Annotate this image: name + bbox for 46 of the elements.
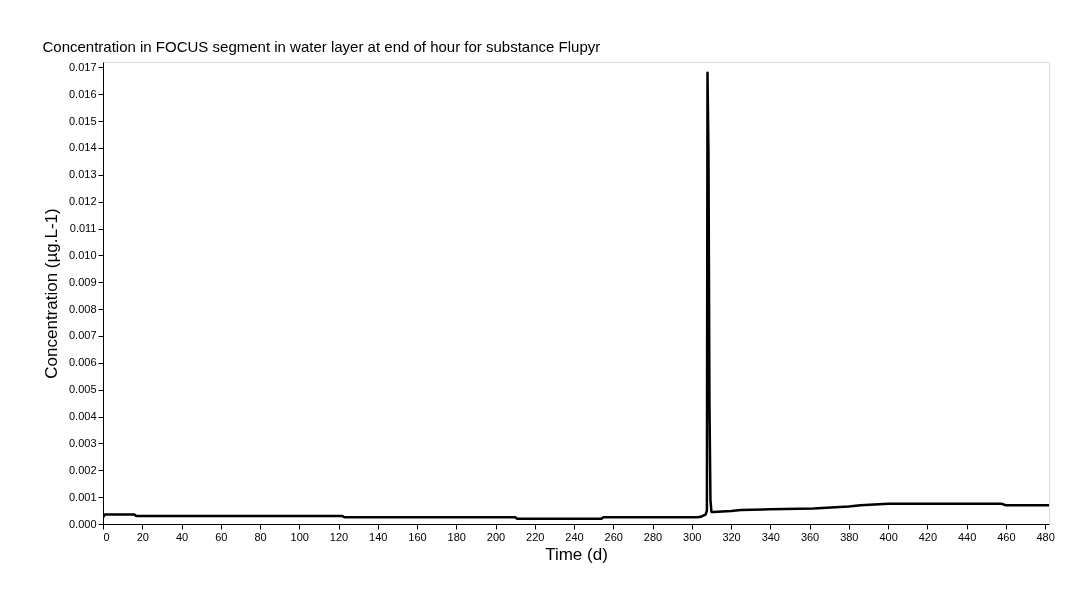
y-tick-label: 0.004 [68, 410, 97, 423]
x-tick-label: 40 [175, 530, 189, 543]
y-tick-label: 0.010 [68, 248, 97, 261]
x-tick-label: 120 [329, 530, 349, 543]
x-tick-label: 320 [722, 530, 741, 543]
x-tick-label: 260 [604, 530, 623, 543]
y-tick-label: 0.013 [68, 168, 97, 181]
y-tick-label: 0.014 [68, 141, 97, 154]
x-tick-label: 360 [800, 530, 820, 543]
x-tick-label: 400 [879, 530, 898, 543]
x-axis-title: Time (d) [545, 544, 608, 564]
x-tick-label: 300 [683, 530, 702, 543]
x-tick-label: 0 [103, 530, 110, 543]
x-tick-label: 80 [254, 530, 267, 543]
x-tick-label: 480 [1036, 530, 1055, 543]
x-tick-label: 440 [957, 530, 977, 543]
y-tick-label: 0.006 [68, 356, 97, 369]
x-tick-label: 340 [761, 530, 780, 543]
y-tick-label: 0.012 [68, 195, 97, 208]
chart-title: Concentration in FOCUS segment in water layer at end of hour for substance Flupyr [42, 38, 601, 56]
x-tick-label: 160 [408, 530, 427, 543]
x-tick-label: 60 [215, 530, 228, 543]
y-tick-label: 0.016 [68, 87, 97, 100]
x-tick-label: 140 [369, 530, 388, 543]
y-tick-label: 0.008 [68, 302, 97, 315]
x-tick-label: 240 [565, 530, 584, 543]
y-tick-label: 0.001 [68, 490, 97, 503]
y-tick-label: 0.009 [68, 275, 97, 288]
x-tick-label: 280 [643, 530, 663, 543]
y-tick-label: 0.005 [68, 383, 97, 396]
x-tick-label: 100 [290, 530, 309, 543]
y-tick-label: 0.003 [68, 436, 97, 449]
x-tick-label: 20 [136, 530, 149, 543]
y-tick-label: 0.017 [68, 60, 97, 73]
y-tick-label: 0.011 [69, 222, 97, 235]
x-tick-label: 380 [840, 530, 859, 543]
y-tick-label: 0.000 [68, 517, 97, 530]
y-axis-title: Concentration (µg.L-1) [41, 208, 61, 379]
x-tick-label: 180 [447, 530, 466, 543]
y-tick-label: 0.007 [68, 329, 97, 342]
x-tick-label: 460 [997, 530, 1016, 543]
y-tick-label: 0.015 [68, 114, 97, 127]
x-tick-label: 420 [918, 530, 937, 543]
y-tick-label: 0.002 [68, 463, 97, 476]
x-tick-label: 220 [526, 530, 545, 543]
x-tick-label: 200 [486, 530, 506, 543]
